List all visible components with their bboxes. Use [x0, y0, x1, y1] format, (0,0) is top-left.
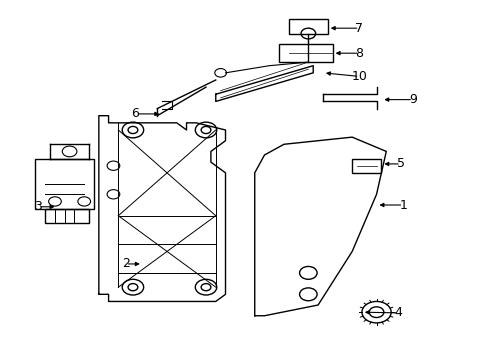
Bar: [289, 19, 328, 33]
Text: 5: 5: [397, 157, 405, 170]
Bar: [45, 208, 89, 223]
Text: 3: 3: [34, 200, 42, 213]
Text: 4: 4: [394, 306, 402, 319]
Text: 8: 8: [356, 47, 364, 60]
Text: 7: 7: [356, 22, 364, 35]
Text: 2: 2: [122, 257, 129, 270]
Text: 10: 10: [351, 70, 368, 83]
Text: 1: 1: [399, 198, 407, 212]
Text: 6: 6: [131, 107, 139, 120]
Text: 9: 9: [409, 93, 417, 106]
Bar: [352, 158, 381, 173]
